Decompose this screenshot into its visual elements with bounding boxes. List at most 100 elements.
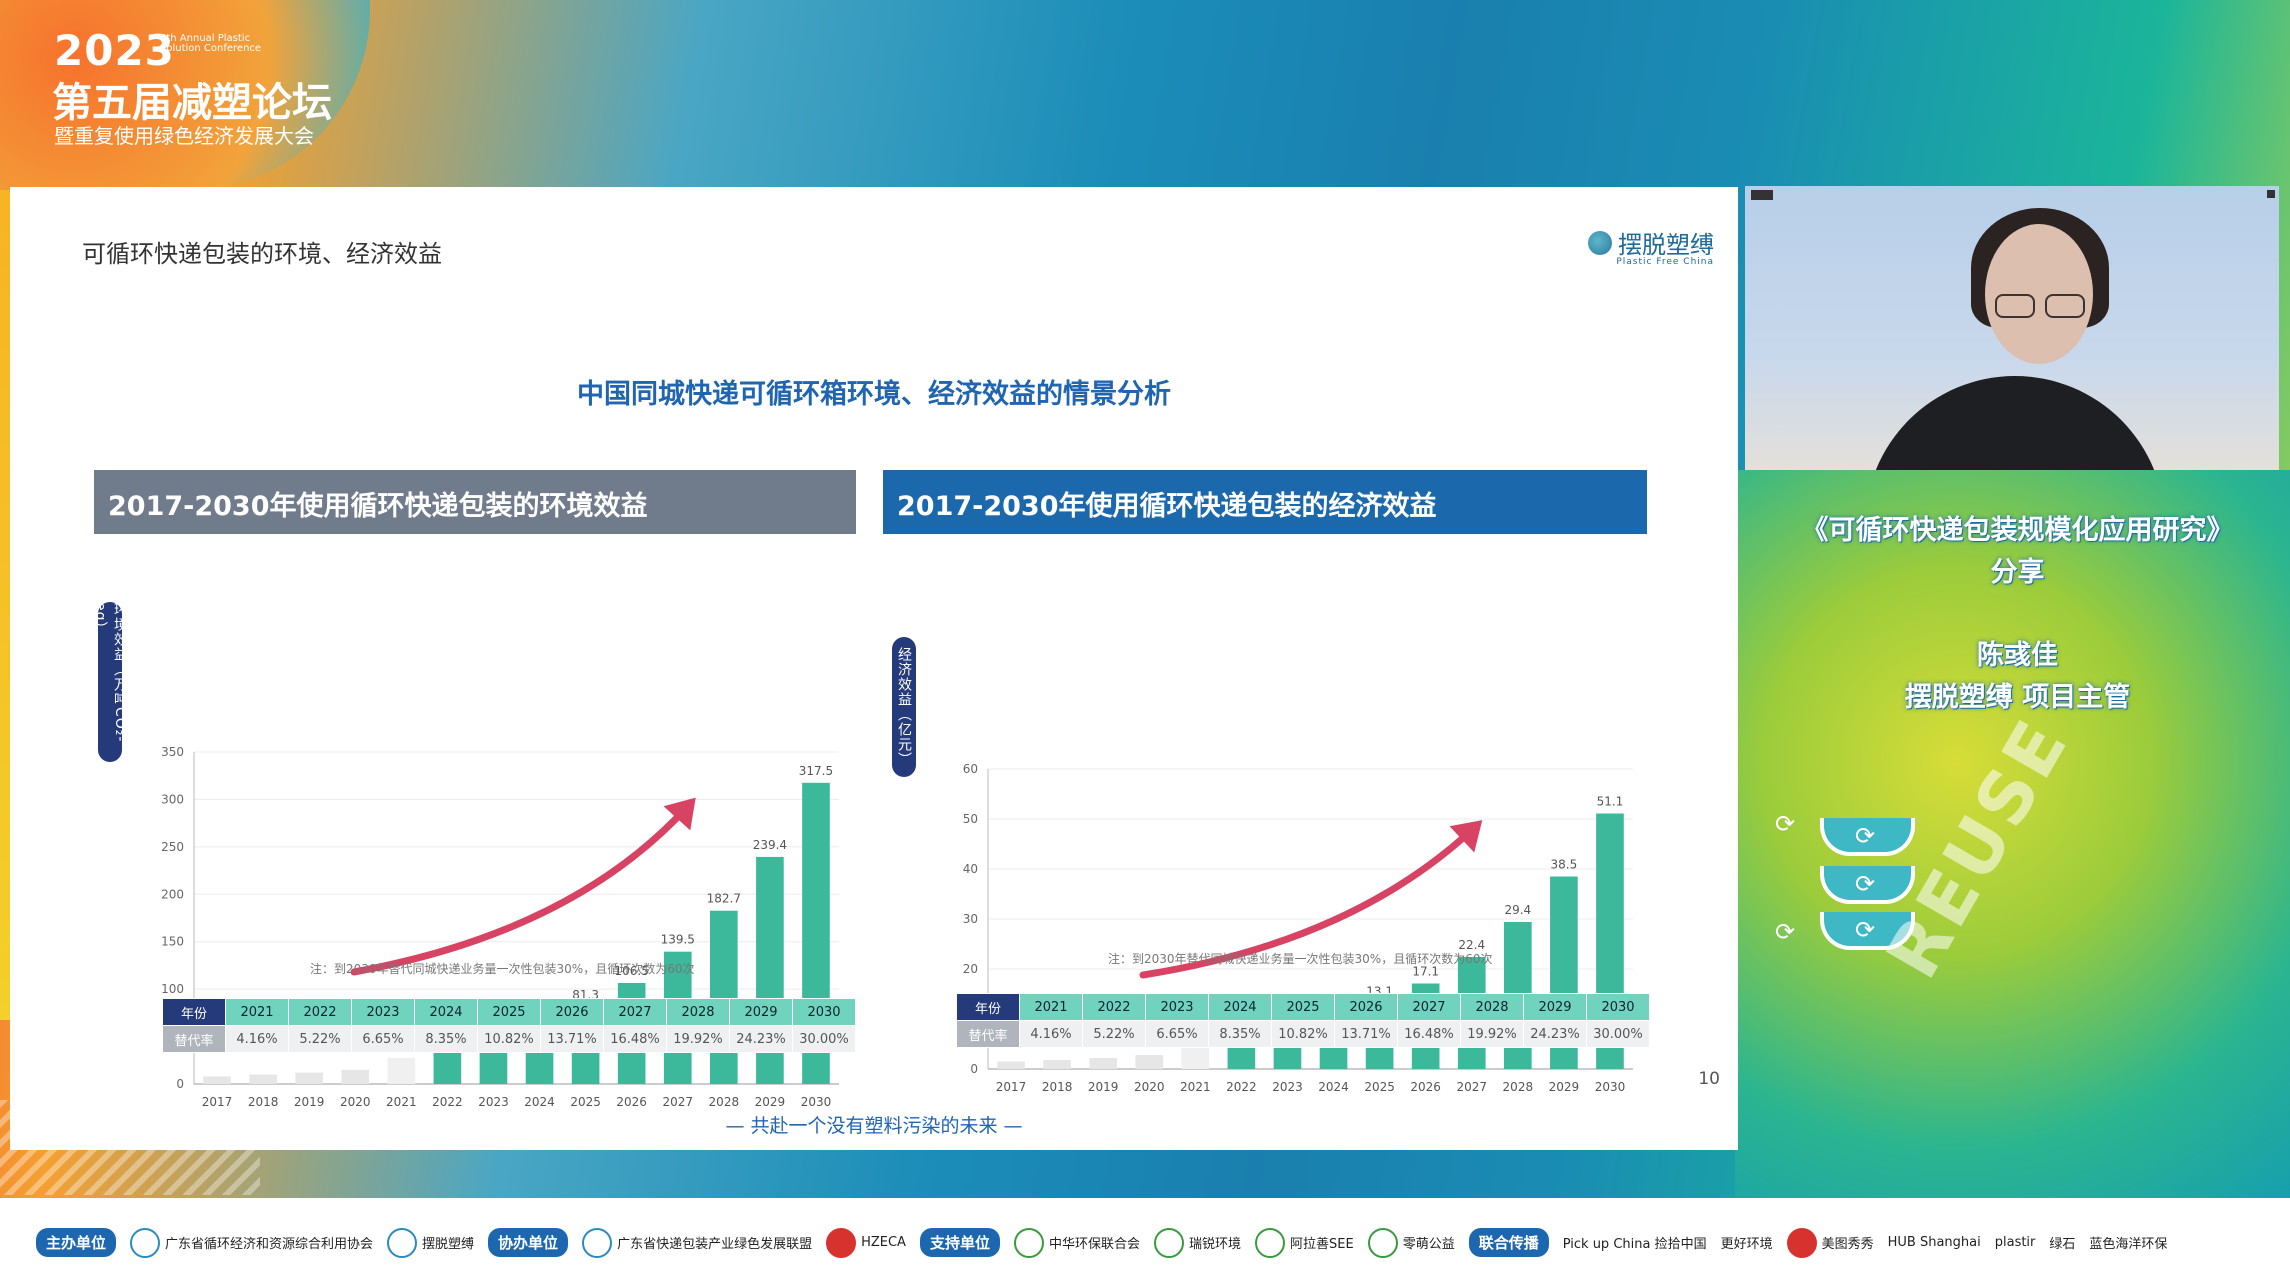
rate-cell: 8.35% [414, 1025, 478, 1053]
x-tick-label: 2029 [1549, 1080, 1580, 1092]
sponsor-logo-icon [582, 1227, 613, 1258]
rate-row: 替代率 4.16% 5.22% 6.65% 8.35% 10.82% 13.71% 16.48… [162, 1025, 856, 1053]
y-tick-label: 60 [963, 762, 978, 776]
x-tick-label: 2029 [755, 1095, 786, 1107]
brand-logo: 摆脱塑缚 Plastic Free China [1588, 225, 1714, 267]
support-label: 支持单位 [919, 1228, 1000, 1257]
year-header: 年份 [956, 993, 1020, 1021]
bar-2020 [1135, 1055, 1164, 1069]
env-chart-title: 2017-2030年使用循环快递包装的环境效益 [94, 470, 856, 534]
sponsor-item: 中华环保联合会 [1013, 1227, 1140, 1258]
year-cell: 2027 [1397, 993, 1461, 1021]
rate-cell: 19.92% [666, 1025, 730, 1053]
data-label: 38.5 [1551, 858, 1578, 872]
x-tick-label: 2028 [1503, 1080, 1534, 1092]
eco-chart-note: 注：到2030年替代同城快递业务量一次性包装30%，且循环次数为60次 [1108, 952, 1493, 966]
year-cell: 2028 [1460, 993, 1524, 1021]
x-tick-label: 2022 [1226, 1080, 1257, 1092]
sponsor-logo-icon [130, 1227, 161, 1258]
rate-cell: 16.48% [603, 1025, 667, 1053]
year-cell: 2027 [603, 998, 667, 1026]
rate-cell: 4.16% [1019, 1020, 1083, 1048]
sponsor-logo-icon [1786, 1227, 1817, 1258]
sponsor-item: HUB Shanghai [1887, 1235, 1981, 1250]
x-tick-label: 2021 [386, 1095, 417, 1107]
sponsor-item: 摆脱塑缚 [387, 1227, 474, 1258]
conference-year: 2023 [54, 26, 175, 75]
year-cell: 2025 [477, 998, 541, 1026]
sponsor-logo-icon [1013, 1227, 1044, 1258]
rate-cell: 8.35% [1208, 1020, 1272, 1048]
x-tick-label: 2027 [662, 1095, 693, 1107]
sponsor-item: 美图秀秀 [1786, 1227, 1874, 1258]
bowl-icon [1820, 866, 1915, 904]
rate-cell: 13.71% [540, 1025, 604, 1053]
y-tick-label: 0 [970, 1062, 978, 1076]
bowl-icon [1820, 818, 1915, 856]
x-tick-label: 2025 [570, 1095, 601, 1107]
conference-en-subtitle: 5th Annual Plastic Solution Conference [160, 33, 262, 54]
recycle-icon: ⟳ [1775, 810, 1796, 838]
sponsor-item: 瑞锐环境 [1153, 1227, 1241, 1258]
year-cell: 2030 [792, 998, 856, 1026]
year-cell: 2029 [1523, 993, 1587, 1021]
year-cell: 2028 [666, 998, 730, 1026]
eco-rate-table: 年份 2021 2022 2023 2024 2025 2026 2027 2028 2029 20… [956, 993, 1650, 1048]
sponsor-logo-icon [826, 1227, 857, 1258]
env-rate-table: 年份 2021 2022 2023 2024 2025 2026 2027 2028 2029 20… [162, 998, 856, 1053]
env-chart-note: 注：到2030年替代同城快递业务量一次性包装30%，且循环次数为60次 [310, 962, 695, 976]
bar-2018 [1043, 1060, 1071, 1069]
bar-2021 [387, 1057, 416, 1084]
rate-header: 替代率 [956, 1020, 1020, 1048]
data-label: 139.5 [661, 933, 695, 947]
conference-subtitle: 暨重复使用绿色经济发展大会 [54, 124, 314, 148]
sponsor-logo-icon [1367, 1227, 1398, 1258]
sponsor-item: Pick up China 捡拾中国 [1562, 1237, 1707, 1252]
year-cell: 2026 [540, 998, 604, 1026]
sponsor-logo-icon [387, 1227, 418, 1258]
year-header: 年份 [162, 998, 226, 1026]
speaker-name: 陈彧佳 [1977, 640, 2058, 671]
x-tick-label: 2022 [432, 1095, 463, 1107]
data-label: 29.4 [1504, 903, 1531, 917]
year-cell: 2022 [288, 998, 352, 1026]
conference-title: 第五届减塑论坛 [52, 80, 332, 126]
rate-cell: 5.22% [1082, 1020, 1146, 1048]
x-tick-label: 2030 [801, 1095, 832, 1107]
x-tick-label: 2017 [202, 1095, 233, 1107]
y-tick-label: 20 [963, 962, 978, 976]
y-tick-label: 50 [963, 812, 978, 826]
bar-2018 [249, 1074, 277, 1084]
data-label: 317.5 [799, 764, 833, 778]
rate-cell: 6.65% [351, 1025, 415, 1053]
recycle-icon: ⟳ [1775, 918, 1796, 946]
talk-title: 《可循环快递包装规模化应用研究》 [1801, 515, 2234, 546]
talk-suffix: 分享 [1990, 557, 2045, 588]
year-cell: 2024 [1208, 993, 1272, 1021]
rate-cell: 24.23% [1523, 1020, 1587, 1048]
sponsor-logo-icon [1153, 1227, 1184, 1258]
trend-arrow-head [1449, 820, 1483, 853]
y-tick-label: 300 [161, 792, 184, 806]
sponsor-bar: 主办单位 广东省循环经济和资源综合利用协会 摆脱塑缚 协办单位 广东省快递包装产… [0, 1198, 2290, 1287]
recycle-icon: ⟳ [1855, 822, 1876, 850]
slide-heading: 中国同城快递可循环箱环境、经济效益的情景分析 [577, 379, 1171, 410]
bar-2022 [433, 1049, 462, 1084]
data-label: 106.5 [614, 964, 648, 978]
x-tick-label: 2024 [524, 1095, 555, 1107]
bar-2019 [1089, 1058, 1117, 1069]
data-label: 17.1 [1412, 965, 1439, 979]
year-cell: 2024 [414, 998, 478, 1026]
x-tick-label: 2018 [248, 1095, 279, 1107]
sponsor-item: 阿拉善SEE [1255, 1227, 1354, 1258]
slide-title: 可循环快递包装的环境、经济效益 [82, 240, 442, 268]
sponsor-item: 蓝色海洋环保 [2089, 1237, 2168, 1252]
trend-arrow [350, 801, 693, 976]
sponsor-item: 广东省快递包装产业绿色发展联盟 [582, 1227, 812, 1258]
rate-cell: 19.92% [1460, 1020, 1524, 1048]
speaker-video[interactable] [1745, 186, 2279, 470]
sponsor-item: HZECA [826, 1227, 906, 1258]
bar-2017 [203, 1076, 231, 1084]
eco-ylabel: 经济效益（亿元） [892, 637, 916, 777]
y-tick-label: 250 [161, 840, 184, 854]
